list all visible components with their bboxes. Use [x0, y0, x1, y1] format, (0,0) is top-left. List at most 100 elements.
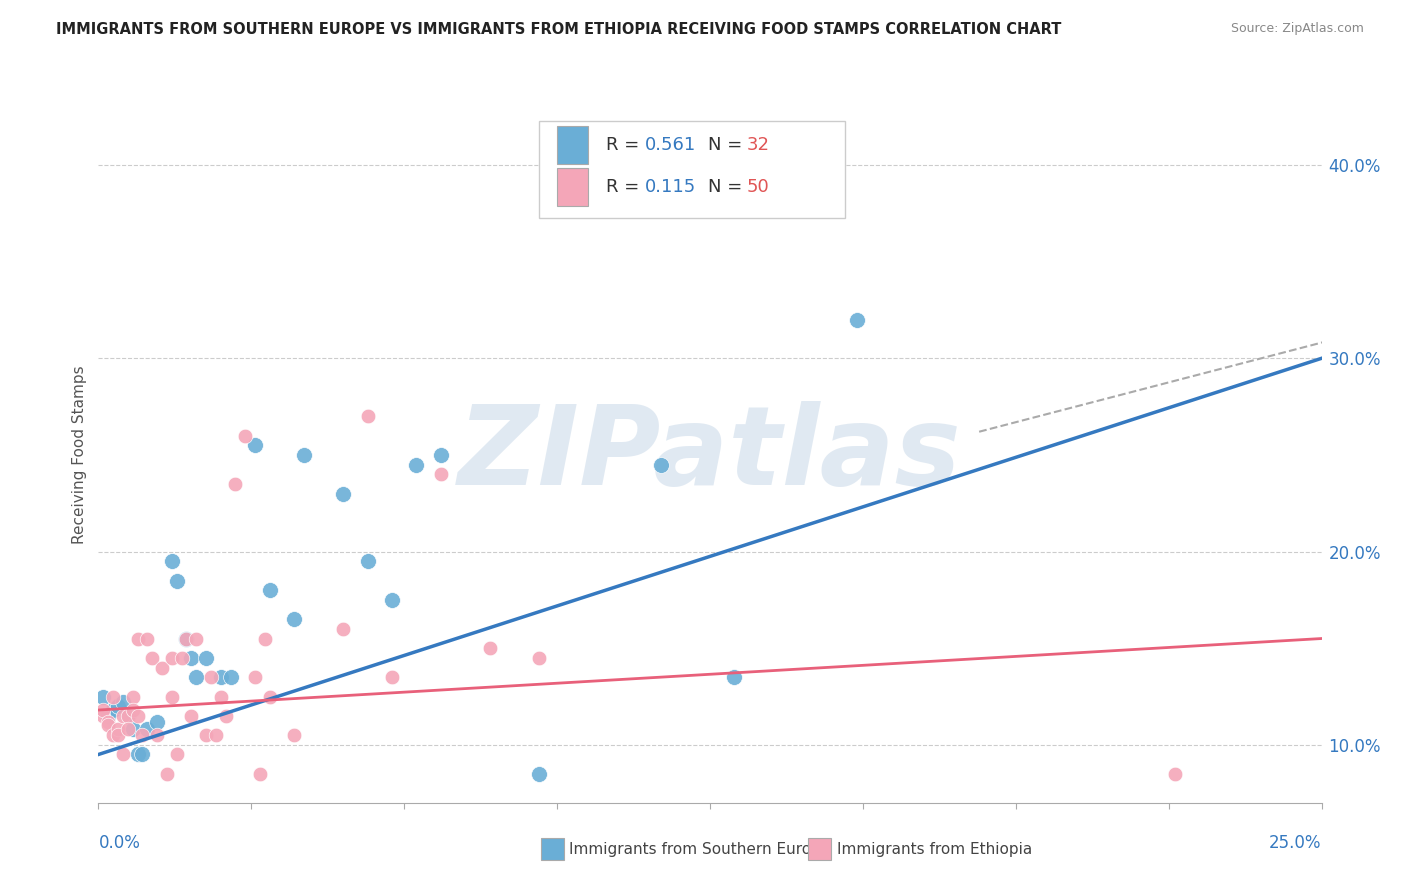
- Point: [273, 815, 295, 830]
- Point: [136, 632, 159, 646]
- Point: [243, 670, 266, 684]
- Point: [405, 458, 427, 472]
- Point: [117, 708, 139, 723]
- Point: [101, 703, 124, 717]
- Point: [650, 458, 672, 472]
- Point: [107, 728, 129, 742]
- Point: [209, 670, 232, 684]
- Point: [723, 670, 745, 684]
- Point: [91, 703, 114, 717]
- Point: [156, 766, 179, 781]
- FancyBboxPatch shape: [538, 121, 845, 219]
- Point: [91, 690, 114, 704]
- Point: [136, 723, 159, 737]
- Point: [195, 728, 218, 742]
- Point: [430, 448, 453, 462]
- Point: [121, 690, 143, 704]
- Point: [356, 409, 378, 424]
- Point: [186, 632, 208, 646]
- Point: [107, 723, 129, 737]
- Text: Immigrants from Ethiopia: Immigrants from Ethiopia: [837, 842, 1032, 856]
- Point: [166, 747, 188, 762]
- Text: Immigrants from Southern Europe: Immigrants from Southern Europe: [569, 842, 831, 856]
- Bar: [557, 126, 588, 164]
- Point: [292, 448, 315, 462]
- Point: [180, 708, 202, 723]
- Text: 0.115: 0.115: [645, 178, 696, 196]
- Point: [186, 670, 208, 684]
- Point: [845, 312, 868, 326]
- Point: [209, 690, 232, 704]
- Point: [527, 651, 550, 665]
- Point: [381, 592, 404, 607]
- Point: [478, 641, 501, 656]
- Point: [214, 708, 236, 723]
- Point: [332, 622, 354, 636]
- Point: [283, 612, 305, 626]
- Point: [176, 632, 198, 646]
- Point: [121, 723, 143, 737]
- Point: [146, 714, 169, 729]
- Point: [97, 708, 120, 723]
- Point: [111, 747, 134, 762]
- Point: [101, 690, 124, 704]
- Text: 25.0%: 25.0%: [1270, 834, 1322, 852]
- Point: [243, 438, 266, 452]
- Point: [160, 690, 183, 704]
- Text: 32: 32: [747, 136, 769, 154]
- Point: [180, 651, 202, 665]
- Point: [131, 728, 153, 742]
- Text: R =: R =: [606, 178, 645, 196]
- Text: N =: N =: [707, 136, 748, 154]
- Point: [332, 486, 354, 500]
- Point: [283, 728, 305, 742]
- Point: [127, 747, 149, 762]
- Point: [200, 670, 222, 684]
- Point: [249, 766, 271, 781]
- Point: [205, 728, 228, 742]
- Point: [121, 703, 143, 717]
- Point: [381, 670, 404, 684]
- Point: [146, 728, 169, 742]
- Point: [160, 554, 183, 568]
- Point: [259, 583, 281, 598]
- Point: [170, 651, 193, 665]
- Point: [150, 660, 173, 674]
- Point: [219, 670, 242, 684]
- Text: 0.0%: 0.0%: [98, 834, 141, 852]
- Point: [107, 699, 129, 714]
- Point: [356, 554, 378, 568]
- Point: [1164, 766, 1187, 781]
- Point: [127, 708, 149, 723]
- Point: [224, 476, 246, 491]
- Bar: [557, 168, 588, 206]
- Point: [127, 632, 149, 646]
- Point: [97, 714, 120, 729]
- Point: [141, 651, 163, 665]
- Point: [111, 695, 134, 709]
- Text: ZIPatlas: ZIPatlas: [458, 401, 962, 508]
- Text: Source: ZipAtlas.com: Source: ZipAtlas.com: [1230, 22, 1364, 36]
- Text: 0.561: 0.561: [645, 136, 696, 154]
- Point: [259, 690, 281, 704]
- Point: [101, 728, 124, 742]
- Point: [176, 632, 198, 646]
- Point: [117, 723, 139, 737]
- Point: [117, 708, 139, 723]
- Point: [166, 574, 188, 588]
- Point: [292, 805, 315, 820]
- Text: R =: R =: [606, 136, 645, 154]
- Y-axis label: Receiving Food Stamps: Receiving Food Stamps: [72, 366, 87, 544]
- Point: [97, 718, 120, 732]
- Point: [527, 766, 550, 781]
- Text: N =: N =: [707, 178, 748, 196]
- Text: 50: 50: [747, 178, 769, 196]
- Point: [253, 632, 276, 646]
- Point: [111, 708, 134, 723]
- Text: IMMIGRANTS FROM SOUTHERN EUROPE VS IMMIGRANTS FROM ETHIOPIA RECEIVING FOOD STAMP: IMMIGRANTS FROM SOUTHERN EUROPE VS IMMIG…: [56, 22, 1062, 37]
- Point: [195, 651, 218, 665]
- Point: [233, 428, 256, 442]
- Point: [160, 651, 183, 665]
- Point: [91, 708, 114, 723]
- Point: [131, 747, 153, 762]
